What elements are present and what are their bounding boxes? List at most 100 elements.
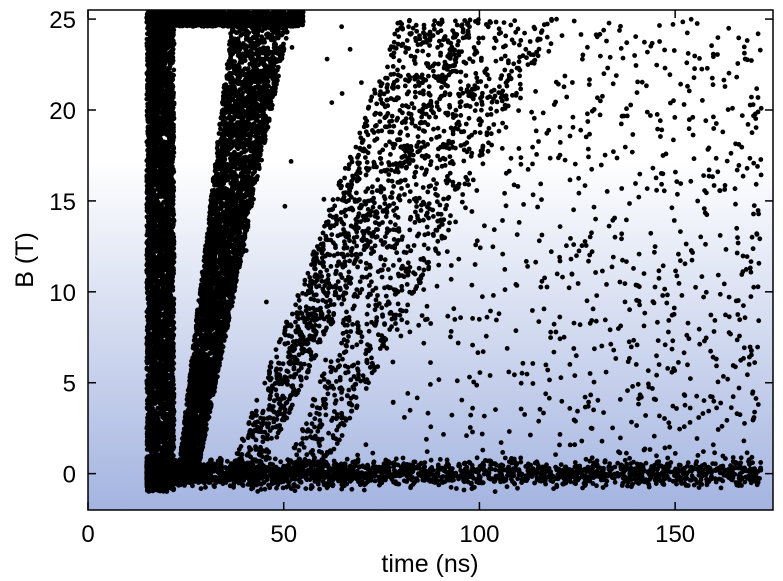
data-point (167, 42, 172, 48)
data-point (163, 338, 169, 344)
data-point (160, 322, 166, 327)
data-point (159, 204, 164, 210)
data-point (156, 327, 162, 333)
data-point (156, 152, 161, 158)
data-point (166, 175, 172, 181)
data-point (156, 218, 162, 224)
data-point (160, 29, 165, 34)
data-point (155, 367, 160, 373)
data-point (168, 407, 173, 412)
data-point (154, 412, 159, 418)
data-point (147, 81, 153, 86)
data-point (155, 234, 161, 240)
data-point (146, 178, 151, 183)
data-points (144, 10, 764, 494)
data-point (152, 333, 158, 339)
data-point (155, 66, 161, 72)
data-point (150, 110, 156, 116)
data-point (163, 367, 169, 372)
data-point (165, 397, 171, 403)
data-point (157, 131, 163, 137)
data-point (147, 349, 152, 354)
data-point (170, 287, 176, 293)
data-point (154, 382, 160, 388)
data-point (161, 410, 167, 416)
data-point (144, 96, 150, 102)
data-point (152, 74, 158, 79)
data-point (145, 259, 151, 265)
data-point (153, 43, 159, 49)
data-point (169, 301, 175, 306)
data-point (162, 110, 167, 115)
data-point (149, 66, 155, 72)
data-point (160, 44, 166, 50)
data-point (171, 146, 177, 151)
data-point (164, 236, 169, 242)
data-point (146, 91, 152, 96)
data-point (162, 327, 167, 333)
data-point (151, 182, 157, 187)
data-point (146, 138, 152, 144)
data-point (168, 309, 174, 315)
data-point (164, 104, 170, 109)
data-point (165, 168, 171, 174)
data-point (166, 212, 172, 218)
data-point (152, 351, 158, 357)
data-point (151, 137, 157, 143)
data-point (171, 416, 177, 421)
data-point (152, 193, 158, 198)
data-point (161, 384, 167, 389)
data-point (159, 306, 165, 311)
data-point (159, 184, 164, 190)
data-point (148, 40, 154, 45)
data-point (150, 256, 156, 261)
data-point (161, 276, 167, 281)
data-point (162, 417, 168, 423)
data-point (156, 109, 162, 114)
data-point (151, 147, 156, 153)
data-point (170, 427, 175, 433)
data-point (147, 192, 153, 198)
data-point (144, 202, 150, 207)
data-point (156, 340, 162, 346)
data-point (167, 328, 172, 333)
data-point (157, 84, 163, 90)
data-point (171, 259, 177, 265)
data-point (155, 429, 161, 434)
data-point (158, 484, 164, 490)
data-point (158, 115, 164, 121)
data-point (153, 266, 159, 272)
data-point (163, 255, 169, 261)
data-point (167, 133, 173, 139)
data-point (163, 313, 169, 319)
data-point (146, 306, 151, 312)
data-point (169, 273, 174, 279)
data-point (149, 244, 155, 250)
data-point (162, 38, 167, 44)
data-point (169, 241, 175, 246)
data-point (162, 163, 168, 169)
data-point (162, 220, 168, 225)
data-point (160, 153, 166, 159)
data-point (155, 208, 161, 213)
data-point (151, 166, 156, 172)
data-point (168, 294, 174, 300)
data-point (154, 49, 160, 55)
data-point (151, 397, 157, 403)
data-point (148, 448, 154, 453)
data-point (160, 265, 165, 271)
data-point (283, 35, 289, 41)
data-point (169, 322, 175, 327)
data-point (145, 62, 150, 68)
data-point (163, 302, 169, 307)
data-point (147, 57, 153, 63)
data-point (150, 287, 156, 293)
data-point (157, 396, 162, 402)
data-point (162, 227, 168, 233)
data-point (162, 66, 168, 71)
data-point (162, 34, 167, 40)
data-point (144, 430, 150, 436)
data-point (149, 440, 155, 446)
data-point (167, 452, 173, 458)
data-point (169, 100, 175, 106)
